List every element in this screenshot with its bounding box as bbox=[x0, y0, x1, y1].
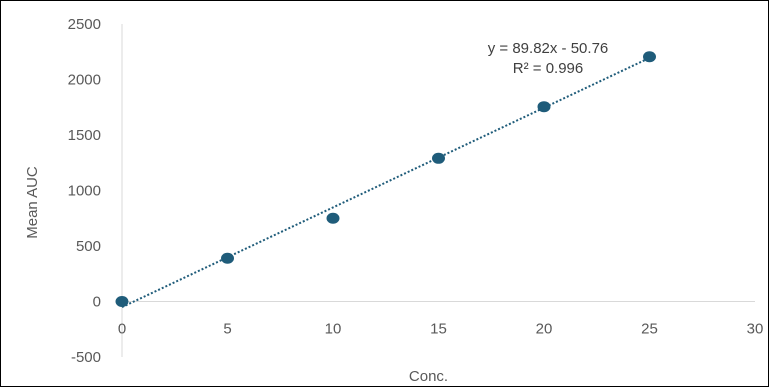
x-tick-label: 20 bbox=[536, 321, 553, 338]
y-tick-label: 500 bbox=[76, 238, 101, 255]
y-tick-label: -500 bbox=[71, 349, 101, 366]
data-point bbox=[643, 51, 656, 63]
x-tick-label: 15 bbox=[430, 321, 447, 338]
linear-trendline bbox=[121, 56, 650, 309]
x-tick-label: 25 bbox=[641, 321, 658, 338]
x-axis-title: Conc. bbox=[409, 368, 448, 385]
y-tick-label: 2500 bbox=[68, 16, 101, 33]
data-point bbox=[221, 252, 234, 264]
y-tick-label: 0 bbox=[93, 294, 101, 311]
x-tick-label: 30 bbox=[747, 321, 764, 338]
x-tick-label: 0 bbox=[118, 321, 126, 338]
trendline-group bbox=[121, 56, 650, 309]
y-tick-label: 1000 bbox=[68, 183, 101, 200]
y-tick-label: 2000 bbox=[68, 72, 101, 89]
x-tick-label: 5 bbox=[223, 321, 231, 338]
y-axis-title: Mean AUC bbox=[24, 166, 41, 239]
data-point bbox=[537, 101, 551, 113]
trendline-r-squared: R² = 0.996 bbox=[513, 60, 583, 77]
axes-group bbox=[121, 24, 755, 357]
x-tick-label: 10 bbox=[325, 321, 342, 338]
data-points-group bbox=[115, 51, 656, 307]
y-tick-label: 1500 bbox=[68, 127, 101, 144]
data-point bbox=[115, 296, 129, 307]
tick-labels-group: -500 0 500 1000 1500 2000 2500 0 5 10 15 20 25 30 bbox=[68, 16, 764, 366]
data-point bbox=[326, 212, 340, 224]
trendline-equation: y = 89.82x - 50.76 bbox=[488, 40, 609, 57]
data-point bbox=[432, 152, 445, 164]
